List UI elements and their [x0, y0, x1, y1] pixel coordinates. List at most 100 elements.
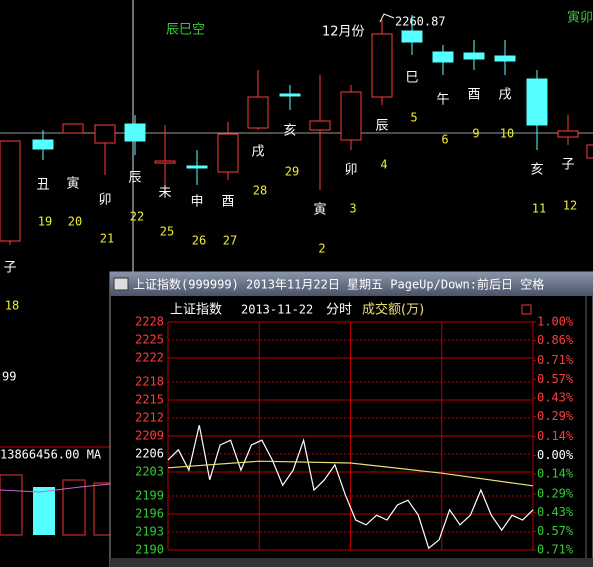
y-tick-label: 2225 — [135, 333, 164, 347]
candle-body — [154, 160, 176, 164]
candle-body — [371, 33, 393, 98]
day-label: 3 — [349, 202, 356, 216]
y2-tick-label: 1.00% — [537, 315, 574, 329]
branch-label: 戌 — [251, 145, 264, 160]
y-tick-label: 2203 — [135, 465, 164, 479]
candle-body — [186, 165, 208, 169]
branch-label: 子 — [3, 261, 16, 276]
price-line — [167, 460, 534, 487]
volume-bar — [33, 487, 55, 535]
day-label: 28 — [253, 184, 267, 198]
y-tick-label: 2196 — [135, 507, 164, 521]
candle-body — [401, 30, 423, 43]
candle-body — [586, 144, 593, 159]
branch-label: 午 — [436, 93, 449, 108]
note-high: 2260.87 — [395, 15, 446, 29]
candle-body — [432, 51, 454, 63]
candle-body — [32, 139, 54, 150]
day-label: 18 — [5, 299, 19, 313]
y2-tick-label: 0.29% — [537, 487, 574, 501]
candle-body — [94, 124, 116, 144]
branch-label: 寅 — [66, 176, 79, 192]
branch-label: 亥 — [283, 124, 296, 139]
y-tick-label: 2199 — [135, 489, 164, 503]
y-tick-label: 2228 — [135, 315, 164, 329]
branch-label: 酉 — [221, 195, 234, 210]
candle-body — [463, 52, 485, 60]
y2-tick-label: 0.43% — [537, 505, 574, 519]
branch-label: 丑 — [36, 178, 49, 193]
note-month: 12月份 — [322, 25, 365, 40]
y-tick-label: 2218 — [135, 375, 164, 389]
branch-label: 卯 — [344, 163, 357, 178]
header-mode: 分时 — [326, 303, 352, 318]
side-value: 99 — [2, 370, 16, 384]
y-tick-label: 2193 — [135, 525, 164, 539]
day-label: 9 — [472, 127, 479, 141]
branch-label: 未 — [158, 186, 171, 201]
popup-window — [109, 271, 593, 567]
header-name: 上证指数 — [170, 303, 222, 318]
candle-body — [62, 123, 84, 134]
day-label: 4 — [380, 158, 387, 172]
header-date: 2013-11-22 — [241, 303, 313, 317]
popup-icon — [113, 277, 129, 291]
header-button[interactable] — [521, 304, 532, 315]
y2-tick-label: 0.86% — [537, 333, 574, 347]
y-tick-label: 2209 — [135, 429, 164, 443]
day-label: 11 — [532, 202, 546, 216]
candle-body — [526, 78, 548, 126]
day-label: 6 — [441, 133, 448, 147]
day-label: 10 — [500, 127, 514, 141]
note-left: 辰巳空 — [166, 23, 205, 38]
y2-tick-label: 0.14% — [537, 467, 574, 481]
y2-tick-label: 0.14% — [537, 429, 574, 443]
y-tick-label: 2215 — [135, 393, 164, 407]
candle-body — [124, 123, 146, 142]
candle-body — [340, 91, 362, 141]
y2-tick-label: 0.57% — [537, 372, 574, 386]
candle-body — [557, 130, 579, 138]
day-label: 2 — [318, 242, 325, 256]
branch-label: 子 — [561, 158, 574, 173]
day-label: 29 — [285, 165, 299, 179]
candle-body — [279, 93, 301, 97]
day-label: 12 — [563, 199, 577, 213]
day-label: 5 — [410, 111, 417, 125]
bottom-strip — [110, 558, 593, 567]
y-tick-label: 2222 — [135, 351, 164, 365]
volume-bar — [0, 474, 23, 536]
candle-body — [217, 133, 239, 173]
candle-body — [247, 96, 269, 129]
y2-tick-label: 0.57% — [537, 524, 574, 538]
branch-label: 辰 — [128, 171, 141, 186]
header-unit: 成交额(万) — [362, 302, 424, 318]
y-tick-label: 2190 — [135, 543, 164, 557]
y2-tick-label: 0.43% — [537, 391, 574, 405]
day-label: 22 — [130, 210, 144, 224]
volume-label: 13866456.00 MA — [0, 448, 102, 462]
day-label: 25 — [160, 225, 174, 239]
branch-label: 戌 — [498, 88, 511, 103]
volume-bar — [62, 479, 86, 536]
candle-body — [0, 140, 21, 242]
y2-tick-label: 0.71% — [537, 353, 574, 367]
day-label: 27 — [223, 234, 237, 248]
day-label: 20 — [68, 215, 82, 229]
day-label: 21 — [100, 232, 114, 246]
volume-ma — [0, 483, 111, 493]
y2-tick-label: 0.29% — [537, 409, 574, 423]
candle-body — [309, 120, 331, 131]
branch-label: 卯 — [98, 193, 111, 208]
branch-label: 申 — [190, 195, 203, 210]
y2-tick-label: 0.00% — [537, 448, 574, 462]
popup-title-bar[interactable] — [110, 272, 593, 296]
day-label: 26 — [192, 234, 206, 248]
popup-title: 上证指数(999999) 2013年11月22日 星期五 PageUp/Down… — [133, 277, 544, 292]
branch-label: 亥 — [530, 163, 543, 178]
branch-label: 寅 — [313, 202, 326, 218]
note-right: 寅卯 — [567, 10, 593, 26]
branch-label: 酉 — [467, 88, 480, 103]
